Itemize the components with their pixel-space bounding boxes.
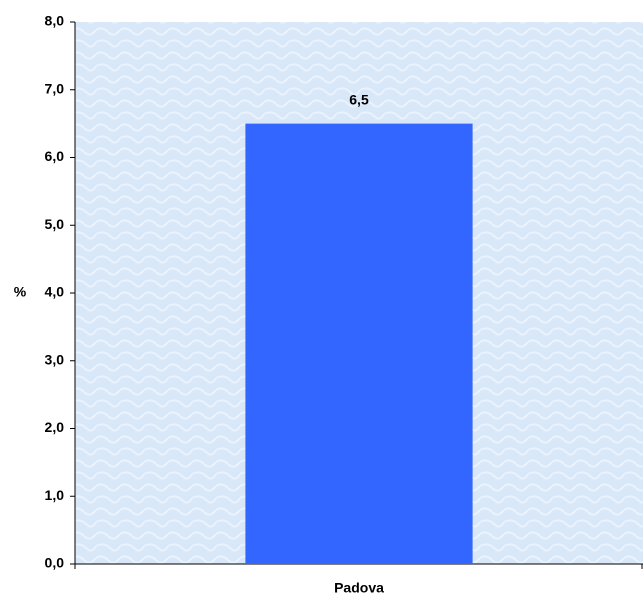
x-tick-label: Padova	[334, 580, 384, 596]
y-tick-label: 8,0	[45, 13, 65, 29]
y-tick-label: 5,0	[45, 216, 65, 232]
data-label: 6,5	[349, 91, 369, 107]
y-tick-label: 0,0	[45, 555, 65, 571]
bar	[245, 123, 473, 564]
y-axis-label: %	[14, 284, 27, 300]
y-tick-label: 4,0	[45, 284, 65, 300]
y-tick-label: 1,0	[45, 487, 65, 503]
y-tick-label: 7,0	[45, 80, 65, 96]
y-tick-label: 3,0	[45, 351, 65, 367]
y-tick-label: 2,0	[45, 419, 65, 435]
y-tick-label: 6,0	[45, 148, 65, 164]
